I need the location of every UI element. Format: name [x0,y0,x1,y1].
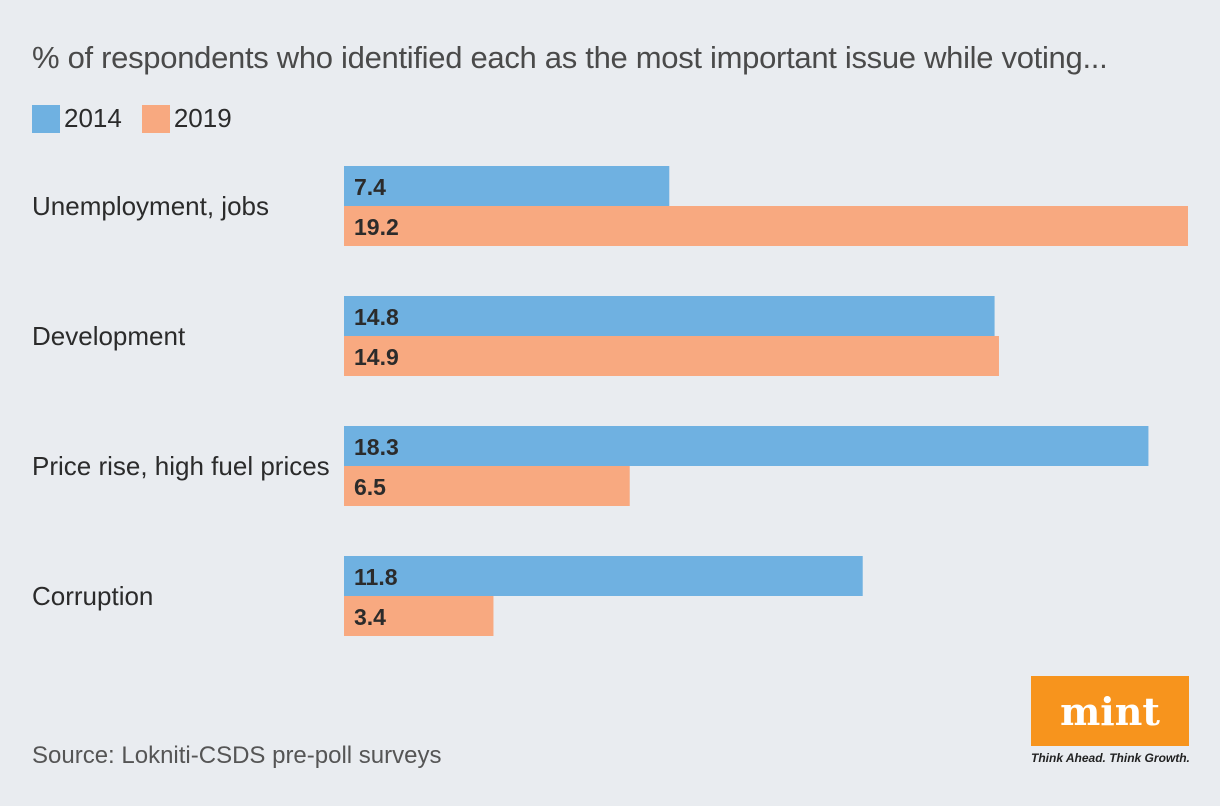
bar-2019-price-rise-high-fuel-prices [344,466,630,506]
legend-label-2019: 2019 [173,103,232,133]
bar-2019-corruption [344,596,494,636]
category-label-unemployment-jobs: Unemployment, jobs [32,191,269,221]
bar-2019-unemployment-jobs [344,206,1188,246]
legend-swatch-2019 [141,104,170,133]
data-label-2019-development: 14.9 [354,344,399,370]
source-note: Source: Lokniti-CSDS pre-poll surveys [32,742,442,769]
bar-2019-development [344,336,999,376]
legend-item-2019: 2019 [141,103,232,134]
bar-2014-unemployment-jobs [344,166,670,206]
data-label-2014-price-rise-high-fuel-prices: 18.3 [354,434,399,460]
category-label-price-rise-high-fuel-prices: Price rise, high fuel prices [32,451,330,481]
mint-logo: mint [1031,676,1189,746]
legend: 2014 2019 [32,103,252,134]
category-label-development: Development [32,321,186,351]
legend-label-2014: 2014 [64,103,122,133]
chart-title: % of respondents who identified each as … [32,40,1108,75]
data-label-2014-development: 14.8 [354,304,399,330]
data-label-2019-unemployment-jobs: 19.2 [354,214,399,240]
data-label-2019-corruption: 3.4 [354,604,386,630]
data-label-2019-price-rise-high-fuel-prices: 6.5 [354,474,386,500]
category-label-corruption: Corruption [32,581,153,611]
legend-item-2014: 2014 [32,103,122,134]
bar-2014-development [344,296,995,336]
legend-swatch-2014 [32,104,60,133]
data-label-2014-corruption: 11.8 [354,564,398,590]
bar-2014-corruption [344,556,863,596]
bar-2014-price-rise-high-fuel-prices [344,426,1149,466]
data-label-2014-unemployment-jobs: 7.4 [354,174,386,200]
logo-tagline: Think Ahead. Think Growth. [1031,751,1190,765]
